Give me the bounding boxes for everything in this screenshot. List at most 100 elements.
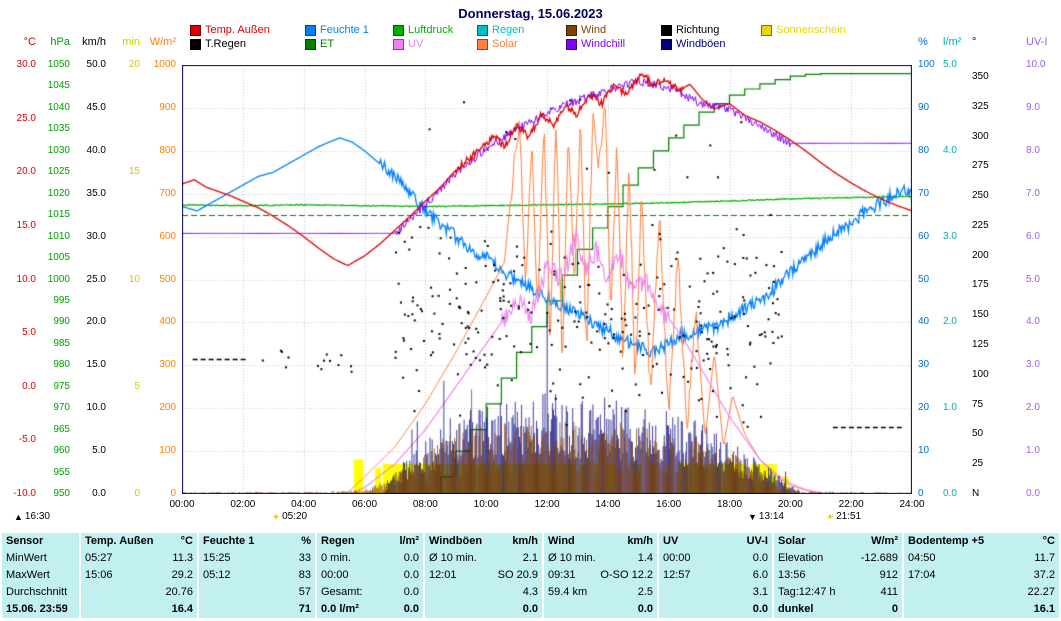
summary-cell-value: 6.0 [752,569,768,581]
axis-tick-label: 10 [128,273,140,285]
axis-tick-label: 30.0 [86,230,106,242]
axis-tick-label: -5.0 [18,434,36,446]
legend-item-label: Feuchte 1 [320,24,369,36]
summary-cell: 15:25 33 [199,550,315,567]
legend-item: Luftdruck [393,25,453,36]
summary-cell-sublabel: dunkel [778,603,814,615]
x-axis-tick-label: 06:00 [351,499,378,510]
legend-item: Windböen [661,39,726,50]
summary-cell-value: 0.0 [403,569,419,581]
summary-cell-value: -12.689 [860,552,898,564]
axis-unit-label: ° [972,36,977,48]
axis-tick-label: -10.0 [13,488,36,499]
summary-cell: 0 min. 0.0 [317,550,423,567]
summary-cell-value: 0.0 [752,603,768,615]
axis-tick-label: 70 [918,187,930,199]
sun-annotation: ▼ 13:14 [748,511,784,523]
axis-tick-label: 0.0 [22,380,36,392]
summary-cell: 13:56 912 [774,567,902,584]
axis-tick-label: 275 [972,160,989,172]
summary-column: Wind km/h Ø 10 min. 1.4 09:31 O-SO 12.2 59.4 k… [544,533,657,618]
summary-cell: Elevation -12.689 [774,550,902,567]
legend-item-label: Luftdruck [408,24,454,36]
summary-cell-value: 1.4 [637,552,653,564]
summary-header-cell: Regen l/m² [317,533,423,550]
axis-tick-label: 4.0 [943,144,957,156]
legend-color-swatch [566,39,577,50]
summary-header-cell: UV UV-I [659,533,772,550]
axis-tick-label: 985 [53,337,70,349]
axis-tick-label: 1045 [47,80,70,92]
axis-tick-label: 15.0 [86,359,106,371]
summary-cell-value: 0.0 [403,586,419,598]
weather-chart-canvas [182,65,912,494]
axis-tick-label: 0.0 [92,488,106,499]
sunrise-icon: ☀ [272,512,281,522]
legend-item: Windchill [566,39,625,50]
legend-item-label: Solar [492,38,518,50]
summary-cell-sublabel: Ø 10 min. [429,552,477,564]
summary-cell: 15:06 29.2 [81,567,197,584]
summary-cell-value: 22.27 [1027,586,1055,598]
axis-tick-label: 1.0 [1026,445,1040,457]
summary-cell-sublabel: 0.0 l/m² [321,603,359,615]
axis-tick-label: 300 [972,130,989,142]
axis-tick-label: 45.0 [86,101,106,113]
legend-item-label: Wind [581,24,607,36]
axis-tick-label: 0.0 [943,488,957,499]
axis-unit-label: W/m² [149,36,176,48]
axis-tick-label: 20.0 [16,166,36,178]
summary-cell-sublabel: 15:25 [203,552,231,564]
axis-unit-label: min [122,36,140,48]
axis-tick-label: 4.0 [1026,316,1040,328]
x-axis-tick-label: 04:00 [291,499,317,510]
summary-table: Sensor MinWert MaxWert Durchschnitt 15.06. 2… [2,533,1059,618]
summary-cell: 17:04 37.2 [904,567,1059,584]
summary-header-name: Windböen [429,535,483,547]
summary-cell: 4.3 [425,584,542,601]
summary-cell-sublabel: 00:00 [663,552,691,564]
legend-color-swatch [305,25,316,36]
x-axis-tick-label: 00:00 [169,499,195,510]
legend-item: T.Regen [190,39,246,50]
summary-cell-value: 0.0 [752,552,768,564]
summary-cell-sublabel: 13:56 [778,569,806,581]
summary-cell-value: 2.5 [637,586,653,598]
axis-tick-label: N [972,488,980,499]
legend-item: Regen [477,25,524,36]
axis-tick-label: 50 [972,428,984,440]
axis-unit-label: l/m² [943,36,962,48]
summary-cell: 71 [199,601,315,618]
sun-annotation: ▲ 16:30 [14,511,50,523]
axis-tick-label: 40 [918,316,930,328]
x-axis-tick-label: 10:00 [473,499,499,510]
summary-cell-sublabel: 00:00 [321,569,349,581]
summary-cell: Ø 10 min. 1.4 [544,550,657,567]
axis-tick-label: 600 [159,230,176,242]
summary-header-cell: Windböen km/h [425,533,542,550]
summary-cell-sublabel: 04:50 [908,552,936,564]
legend-item-label: UV [408,38,424,50]
axis-tick-label: 250 [972,190,989,202]
axis-tick-label: 100 [159,445,176,457]
axis-tick-label: 1025 [47,166,70,178]
x-axis-tick-label: 02:00 [230,499,256,510]
sun-annotation-time: 21:51 [836,511,862,522]
axis-tick-label: 350 [972,70,989,82]
x-axis-tick-label: 22:00 [838,499,864,510]
summary-header-unit: l/m² [399,535,419,547]
axis-tick-label: 15 [128,166,140,178]
summary-cell: 05:12 83 [199,567,315,584]
summary-cell-sublabel: 59.4 km [548,586,588,598]
axis-tick-label: 1015 [47,209,70,221]
summary-cell: 09:31 O-SO 12.2 [544,567,657,584]
axis-tick-label: 1000 [153,59,176,70]
axis-tick-label: 0.0 [1026,488,1040,499]
summary-cell-value: 57 [298,586,311,598]
summary-cell-sublabel: 15:06 [85,569,113,581]
x-axis-tick-label: 16:00 [656,499,682,510]
legend-item: Sonnenschein [761,25,846,36]
summary-row-label: Durchschnitt [6,586,68,598]
summary-cell: 04:50 11.7 [904,550,1059,567]
summary-cell: 16.4 [81,601,197,618]
